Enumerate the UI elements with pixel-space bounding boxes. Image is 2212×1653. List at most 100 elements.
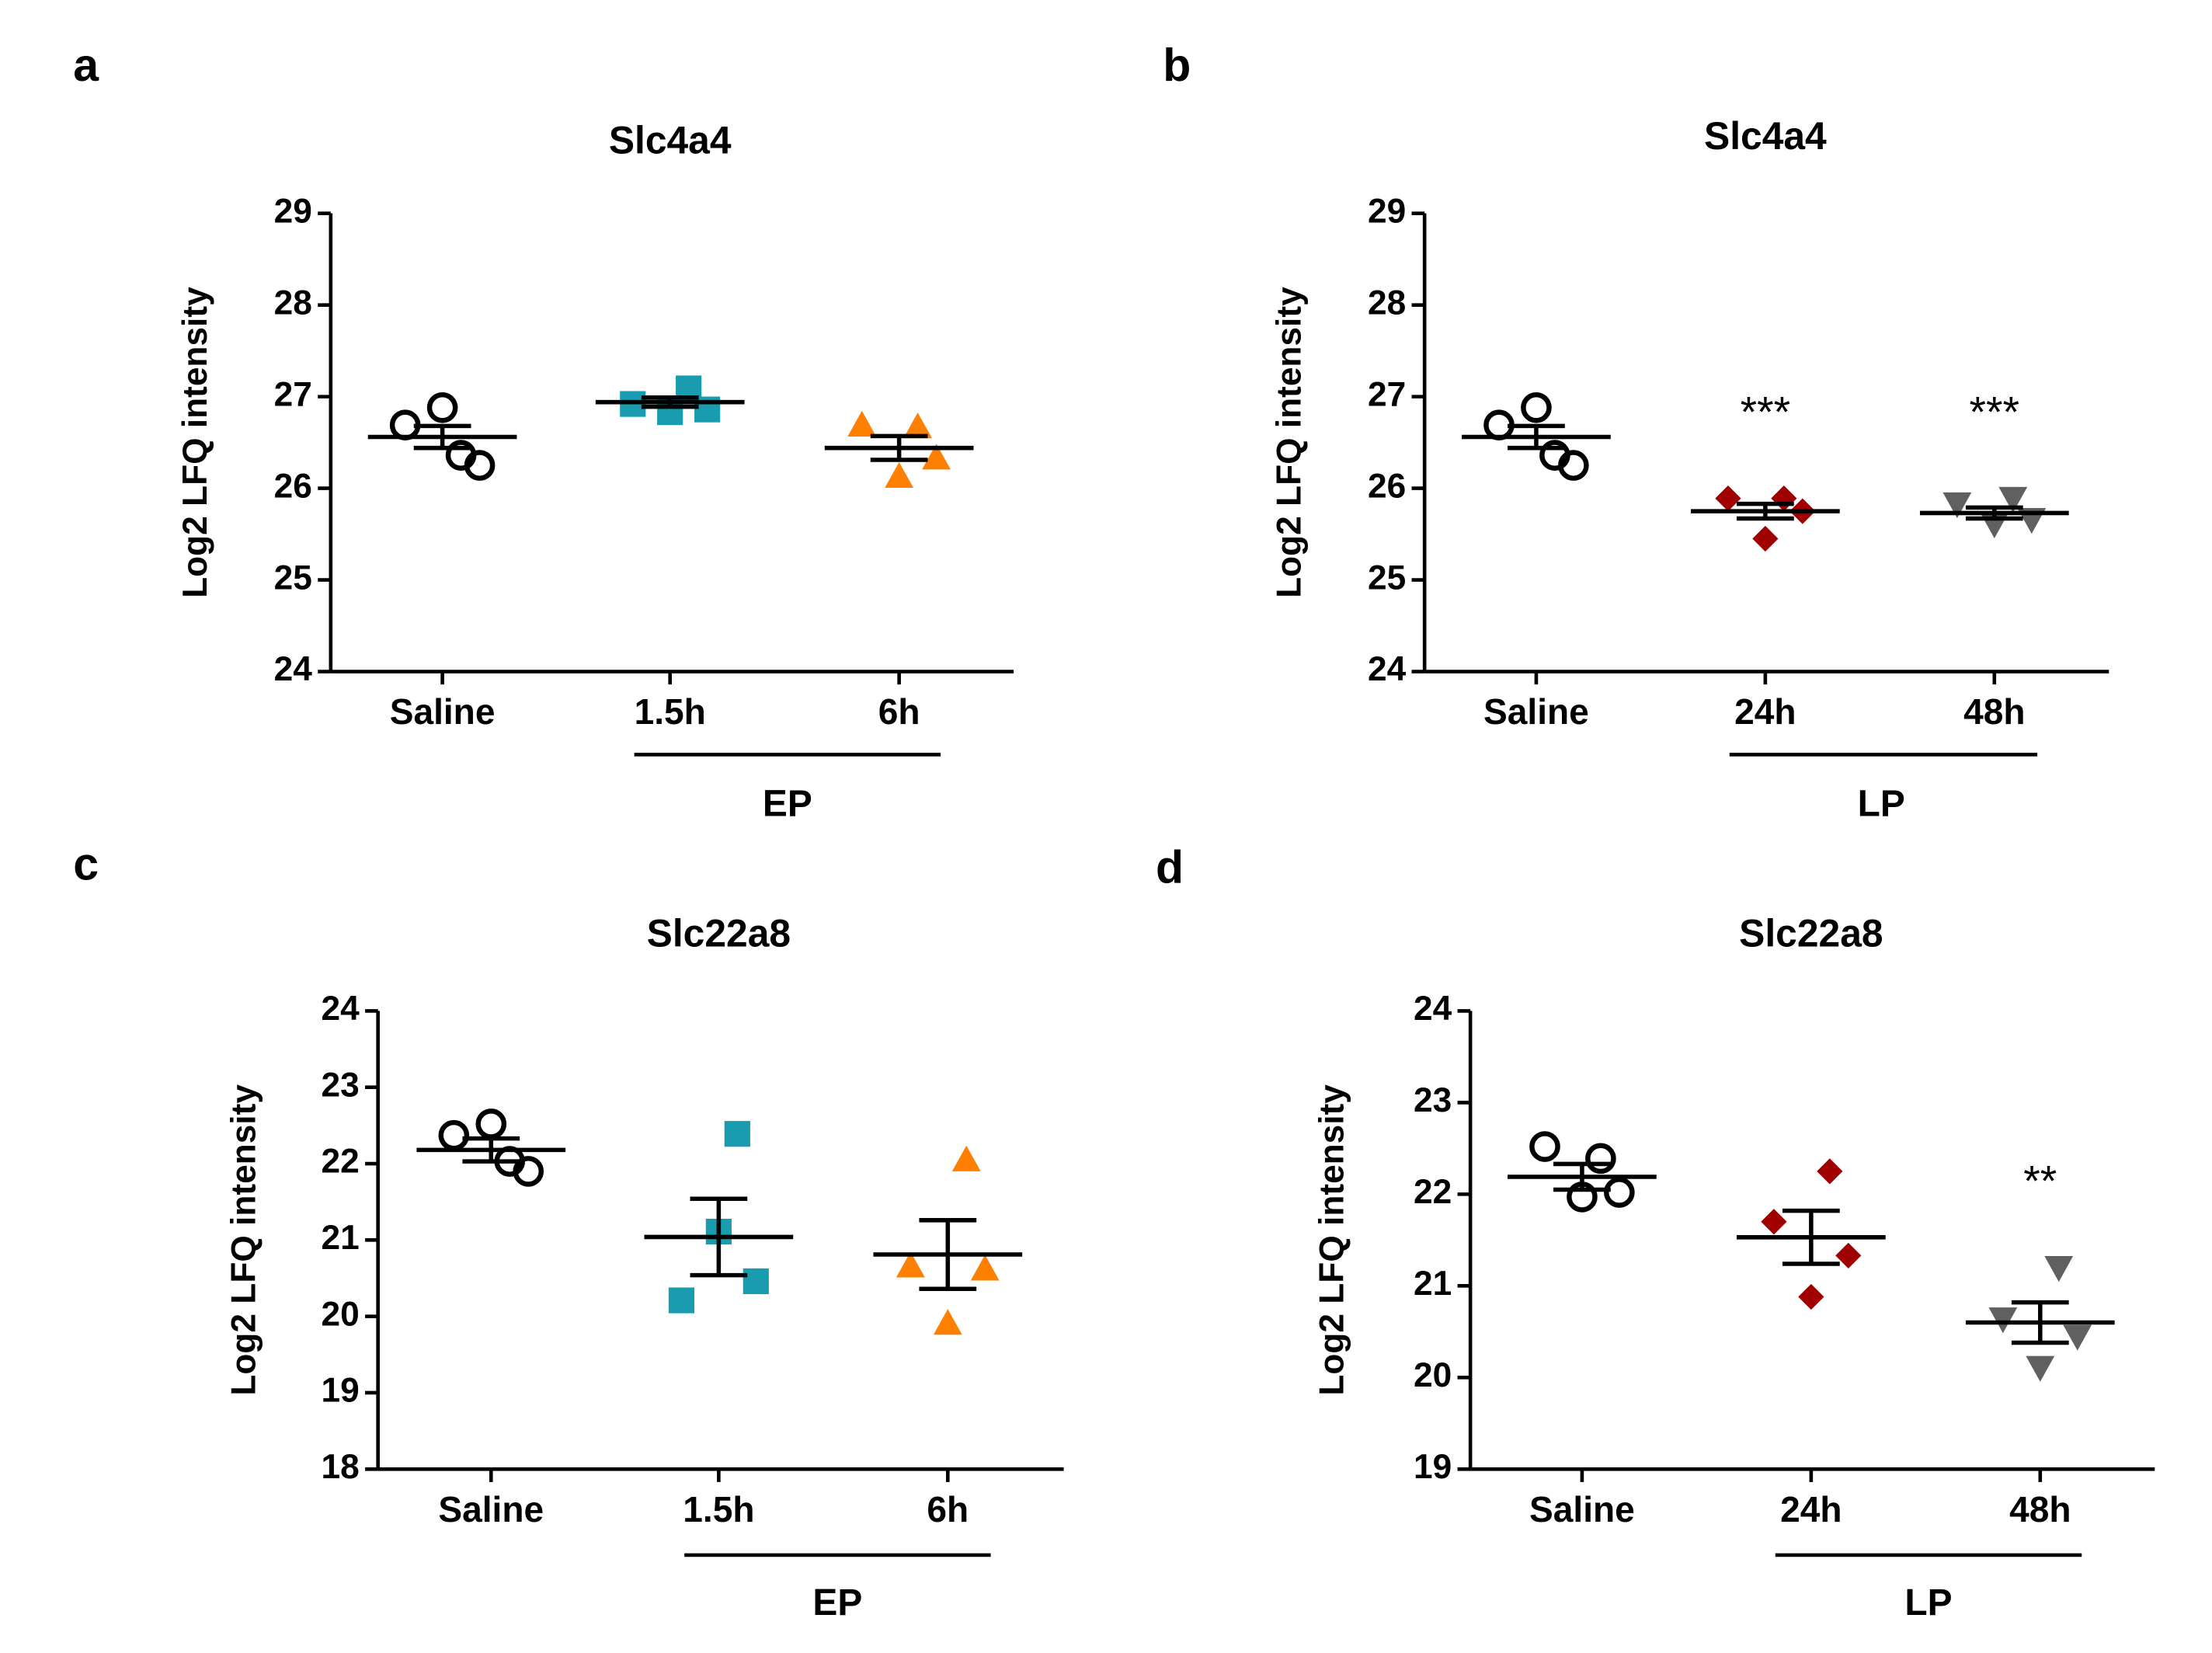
- data-point: [1798, 1283, 1824, 1310]
- error-bar: [1508, 423, 1565, 451]
- y-tick-label: 19: [1414, 1448, 1452, 1486]
- x-tick-label: Saline: [1483, 691, 1589, 732]
- data-point: [2026, 1355, 2055, 1382]
- error-bar: [1553, 1161, 1611, 1192]
- y-tick-label: 24: [1414, 990, 1452, 1028]
- error-bar: [641, 395, 699, 409]
- y-tick-label: 28: [274, 284, 312, 322]
- y-tick-label: 23: [1414, 1081, 1452, 1119]
- data-point: [1817, 1158, 1843, 1185]
- data-point: [885, 461, 914, 489]
- y-axis-label: Log2 LFQ intensity: [176, 287, 214, 598]
- y-tick-label: 24: [274, 650, 313, 688]
- data-point: [1771, 485, 1797, 512]
- data-point: [438, 1119, 470, 1151]
- data-point: [970, 1255, 1000, 1281]
- data-point: [1942, 492, 1972, 519]
- data-point: [922, 444, 951, 470]
- y-tick-label: 26: [274, 467, 312, 505]
- y-tick-label: 18: [321, 1448, 359, 1486]
- panel-label: a: [73, 40, 99, 91]
- group-label: EP: [763, 783, 812, 824]
- data-point: [445, 440, 477, 471]
- error-bar: [2011, 1300, 2069, 1345]
- y-tick-label: 25: [274, 559, 312, 597]
- panel: d Slc22a8 Log2 LFQ intensity 19 20 21 22 23 24 Sa…: [1156, 842, 2155, 1623]
- data-point: [2044, 1256, 2074, 1282]
- panel: b Slc4a4 Log2 LFQ intensity 24 25 26 27 28 29 Sal…: [1163, 40, 2109, 824]
- y-tick-label: 22: [321, 1143, 359, 1181]
- chart-title: Slc4a4: [1704, 114, 1827, 158]
- significance: **: [2023, 1157, 2057, 1205]
- y-tick-label: 27: [1368, 375, 1406, 413]
- x-tick-label: 1.5h: [683, 1489, 754, 1529]
- y-tick-label: 22: [1414, 1173, 1452, 1211]
- y-axis-label: Log2 LFQ intensity: [1313, 1084, 1351, 1396]
- y-tick-label: 24: [321, 990, 360, 1028]
- x-tick-label: 6h: [927, 1489, 969, 1529]
- y-tick-label: 23: [321, 1066, 359, 1104]
- y-tick-label: 28: [1368, 284, 1406, 322]
- group-label: EP: [812, 1582, 862, 1623]
- y-tick-label: 24: [1368, 650, 1407, 688]
- y-tick-label: 29: [1368, 192, 1406, 230]
- significance: ***: [1970, 388, 2020, 436]
- data-point: [1539, 440, 1570, 471]
- group-label: LP: [1904, 1582, 1952, 1623]
- data-point: [847, 410, 877, 437]
- x-tick-label: 1.5h: [635, 691, 706, 732]
- y-tick-label: 21: [321, 1219, 359, 1257]
- panel-label: c: [73, 840, 99, 890]
- data-point: [933, 1309, 962, 1335]
- data-point: [426, 392, 458, 423]
- error-bar: [690, 1196, 748, 1278]
- y-tick-label: 26: [1368, 467, 1406, 505]
- data-point: [896, 1251, 925, 1278]
- y-tick-label: 25: [1368, 559, 1406, 597]
- panel: c Slc22a8 Log2 LFQ intensity 18 19 20 21 22 23 24…: [73, 840, 1064, 1623]
- y-tick-label: 20: [321, 1295, 359, 1333]
- data-point: [668, 1287, 695, 1314]
- error-bar: [870, 433, 928, 462]
- group-label: LP: [1858, 783, 1905, 824]
- chart-title: Slc22a8: [1739, 912, 1883, 955]
- chart-title: Slc22a8: [647, 912, 791, 955]
- data-point: [1521, 392, 1552, 423]
- x-tick-label: Saline: [1529, 1489, 1635, 1529]
- y-axis-label: Log2 LFQ intensity: [225, 1084, 263, 1396]
- x-tick-label: Saline: [390, 691, 496, 732]
- y-axis-label: Log2 LFQ intensity: [1270, 287, 1308, 598]
- data-point: [1761, 1209, 1787, 1235]
- data-point: [951, 1145, 981, 1171]
- data-point: [1752, 525, 1779, 552]
- data-point: [2063, 1324, 2092, 1351]
- panel-label: b: [1163, 40, 1191, 91]
- panel: a Slc4a4 Log2 LFQ intensity 24 25 26 27 28 29 Sal…: [73, 40, 1014, 824]
- x-tick-label: 6h: [878, 691, 920, 732]
- y-tick-label: 27: [274, 375, 312, 413]
- panel-label: d: [1156, 842, 1184, 893]
- error-bar: [462, 1136, 520, 1164]
- x-tick-label: 48h: [1963, 691, 2025, 732]
- y-tick-label: 29: [274, 192, 312, 230]
- data-point: [1998, 486, 2028, 513]
- data-point: [743, 1268, 769, 1295]
- data-point: [1988, 1307, 2018, 1334]
- data-point: [1835, 1242, 1862, 1269]
- data-point: [1585, 1143, 1616, 1174]
- y-tick-label: 21: [1414, 1265, 1452, 1303]
- chart-title: Slc4a4: [609, 118, 732, 162]
- data-point: [724, 1121, 750, 1147]
- error-bar: [1737, 501, 1794, 521]
- data-point: [1529, 1131, 1560, 1162]
- x-tick-label: 48h: [2009, 1489, 2071, 1529]
- error-bar: [413, 423, 471, 451]
- data-point: [1604, 1177, 1635, 1208]
- data-point: [903, 412, 933, 439]
- x-tick-label: Saline: [438, 1489, 544, 1529]
- error-bar: [1782, 1208, 1840, 1266]
- error-bar: [919, 1218, 977, 1292]
- x-tick-label: 24h: [1780, 1489, 1842, 1529]
